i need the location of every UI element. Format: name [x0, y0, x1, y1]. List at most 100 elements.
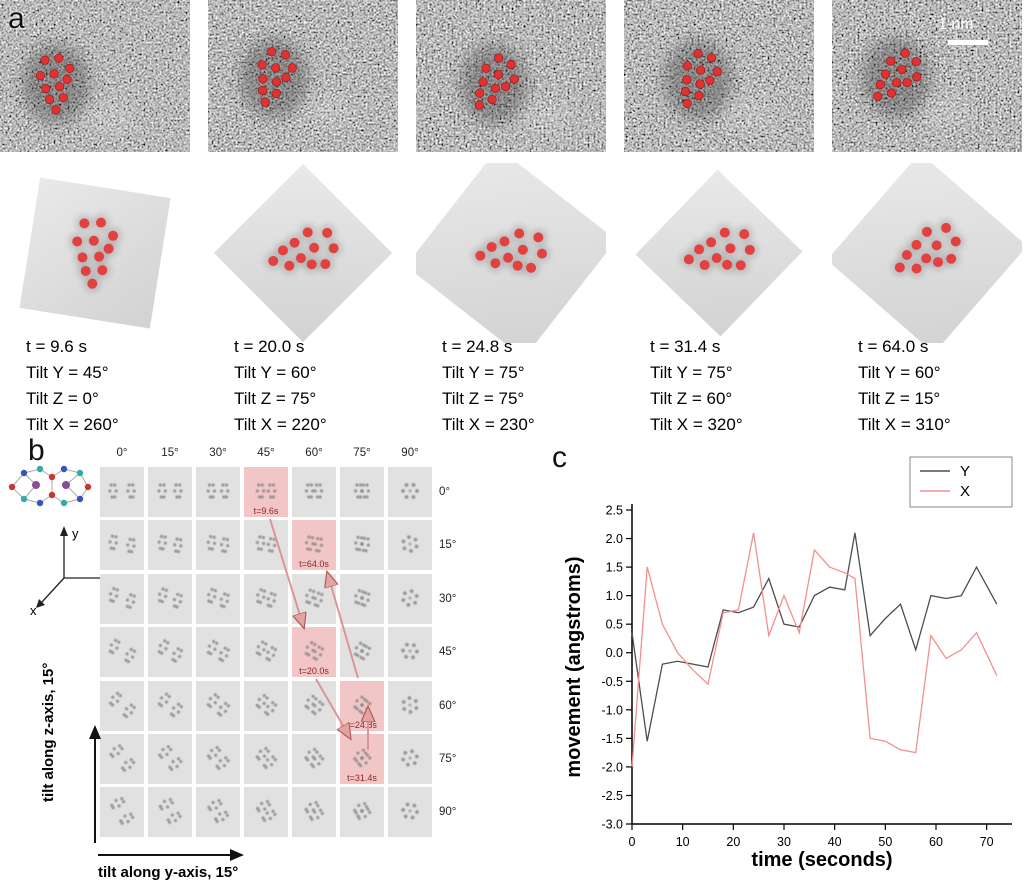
tem-micrograph	[208, 0, 398, 152]
svg-text:Y: Y	[960, 463, 970, 480]
frame-tilt-x: Tilt X = 260°	[26, 415, 119, 434]
frame-caption: t = 9.6 s Tilt Y = 45° Tilt Z = 0° Tilt …	[26, 334, 202, 438]
frame-tilt-x: Tilt X = 230°	[442, 415, 535, 434]
svg-text:50: 50	[878, 835, 892, 849]
tilt-grid-cell	[100, 627, 144, 678]
z-axis-arrow-icon	[89, 725, 101, 843]
tilt-grid-cell	[100, 680, 144, 731]
tilt-grid-cell	[196, 573, 240, 624]
z-axis-label: tilt along z-axis, 15°	[40, 662, 57, 802]
tilt-grid-cell	[388, 520, 432, 571]
tilt-grid-cell	[196, 627, 240, 678]
scale-bar: 1 nm	[938, 16, 988, 45]
panel-a-label: a	[8, 2, 25, 35]
svg-text:2.5: 2.5	[606, 504, 623, 518]
movement-line-chart: 2.5 2.0 1.5 1.0 0.5 0.0 -0.5 -1.0 -1.5 -2.0 -2.5 -3…	[560, 452, 1024, 889]
svg-text:-0.5: -0.5	[601, 675, 623, 689]
tem-micrograph	[624, 0, 814, 152]
simulated-projection	[0, 163, 190, 343]
svg-text:time (seconds): time (seconds)	[751, 849, 892, 871]
tilt-grid-cell	[148, 680, 192, 731]
svg-text:2.0: 2.0	[606, 532, 623, 546]
tilt-grid-cell	[292, 680, 336, 731]
y-axis-label: tilt along y-axis, 15°	[98, 864, 239, 881]
frame-time: t = 24.8 s	[442, 337, 513, 356]
svg-text:70: 70	[980, 835, 994, 849]
tilt-grid-cell	[292, 734, 336, 784]
frame-time: t = 64.0 s	[858, 337, 929, 356]
tilt-grid-cell: t=31.4s	[340, 734, 384, 784]
tilt-grid-cell	[340, 627, 384, 678]
tilt-grid-cell	[244, 573, 288, 624]
tilt-grid-cell: t=64.0s	[292, 520, 336, 571]
tilt-grid-cell	[388, 787, 432, 838]
tilt-col-header: 75°	[353, 447, 371, 459]
y-axis-arrow-icon	[98, 849, 244, 861]
tilt-grid-cell	[388, 734, 432, 784]
tilt-col-header: 15°	[161, 447, 179, 459]
frame-tilt-y: Tilt Y = 45°	[26, 363, 109, 382]
tilt-grid-cell-time: t=20.0s	[299, 666, 329, 677]
svg-text:0.5: 0.5	[606, 618, 623, 632]
tilt-row-label: 90°	[439, 806, 457, 818]
tilt-grid-cell	[148, 573, 192, 624]
tilt-grid-cell	[388, 627, 432, 678]
tilt-grid-cell	[244, 627, 288, 678]
tilt-col-header: 60°	[305, 447, 323, 459]
svg-text:-2.5: -2.5	[601, 789, 623, 803]
frame-tilt-z: Tilt Z = 75°	[234, 389, 317, 408]
svg-text:0.0: 0.0	[606, 646, 623, 660]
frame-tilt-y: Tilt Y = 60°	[858, 363, 941, 382]
svg-text:40: 40	[828, 835, 842, 849]
svg-text:-1.5: -1.5	[601, 732, 623, 746]
tilt-col-header: 30°	[209, 447, 227, 459]
tilt-grid-cell: t=24.8s	[340, 680, 384, 731]
tilt-row-label: 45°	[439, 646, 457, 658]
frame-time: t = 20.0 s	[234, 337, 305, 356]
svg-text:10: 10	[676, 835, 690, 849]
tilt-grid-cell-time: t=24.8s	[347, 719, 377, 730]
frame-caption: t = 64.0 s Tilt Y = 60° Tilt Z = 15° Til…	[858, 334, 1024, 438]
tilt-grid-cell	[340, 787, 384, 838]
tilt-row-label: 30°	[439, 593, 457, 605]
frame-tilt-y: Tilt Y = 60°	[234, 363, 317, 382]
tilt-grid-cell	[196, 787, 240, 838]
tilt-col-header: 45°	[257, 447, 275, 459]
tilt-grid-cell: t=9.6s	[244, 467, 288, 517]
frame-caption: t = 24.8 s Tilt Y = 75° Tilt Z = 75° Til…	[442, 334, 618, 438]
frame-tilt-y: Tilt Y = 75°	[650, 363, 733, 382]
svg-text:movement (angstroms): movement (angstroms)	[563, 556, 585, 777]
tilt-grid-cell	[244, 680, 288, 731]
tilt-grid-cell	[100, 734, 144, 784]
tilt-grid-cell	[148, 734, 192, 784]
tilt-row-label: 0°	[439, 486, 450, 498]
svg-text:-3.0: -3.0	[601, 818, 623, 832]
frame-tilt-z: Tilt Z = 75°	[442, 389, 525, 408]
tilt-grid-cell	[196, 520, 240, 571]
tilt-col-header: 90°	[401, 447, 419, 459]
panel-c-label: c	[552, 441, 567, 474]
tilt-grid-cell	[388, 467, 432, 517]
svg-text:0: 0	[629, 835, 636, 849]
tilt-grid-cell	[292, 573, 336, 624]
tilt-grid-cell	[148, 520, 192, 571]
tilt-grid-cell	[388, 680, 432, 731]
tilt-grid-cell	[244, 734, 288, 784]
tilt-grid-cell	[196, 680, 240, 731]
tem-micrograph	[416, 0, 606, 152]
svg-text:X: X	[960, 483, 970, 500]
tilt-row-label: 60°	[439, 700, 457, 712]
frame-tilt-z: Tilt Z = 60°	[650, 389, 733, 408]
frame-tilt-z: Tilt Z = 0°	[26, 389, 99, 408]
frame-tilt-x: Tilt X = 220°	[234, 415, 327, 434]
simulated-projection	[826, 152, 1024, 354]
tilt-grid-cell-time: t=31.4s	[347, 773, 377, 783]
simulated-projection	[405, 147, 617, 359]
tilt-grid-cell-time: t=9.6s	[253, 506, 279, 516]
simulated-projection	[624, 163, 814, 343]
frame-time: t = 31.4 s	[650, 337, 721, 356]
svg-text:30: 30	[777, 835, 791, 849]
tilt-grid-cell	[244, 520, 288, 571]
tilt-grid-cell	[148, 787, 192, 838]
